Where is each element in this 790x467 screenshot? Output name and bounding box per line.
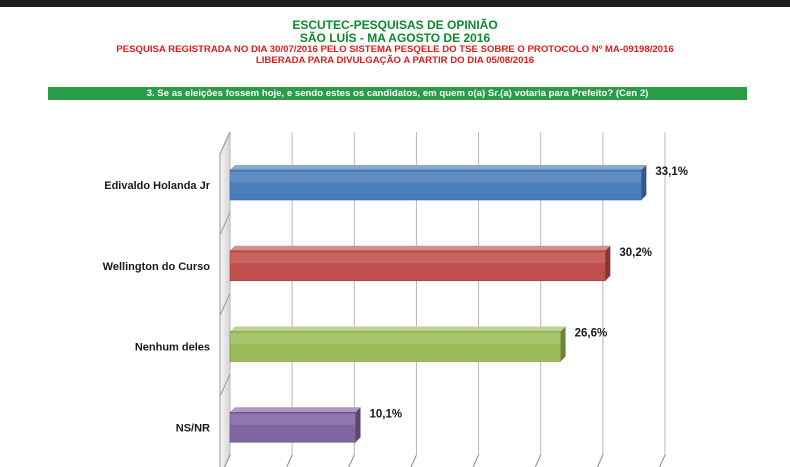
x-gridline-depth [410, 454, 417, 467]
bar [229, 169, 642, 201]
x-gridline-depth [348, 454, 355, 467]
category-tick [223, 454, 231, 467]
value-label: 33,1% [655, 166, 688, 178]
survey-title: ESCUTEC-PESQUISAS DE OPINIÃO [292, 18, 498, 32]
bar-top-face [230, 326, 566, 332]
x-gridline-depth [534, 454, 542, 467]
x-gridline-depth [286, 454, 293, 467]
report-header: ESCUTEC-PESQUISAS DE OPINIÃO SÃO LUÍS - … [0, 19, 790, 66]
category-tick [219, 374, 231, 397]
bar-end-face [355, 407, 361, 443]
survey-location-date: SÃO LUÍS - MA AGOSTO DE 2016 [299, 30, 491, 45]
registration-note: PESQUISA REGISTRADA NO DIA 30/07/2016 PE… [116, 44, 674, 55]
release-note: LIBERADA PARA DIVULGAÇÃO A PARTIR DO DIA… [255, 55, 535, 66]
bar-highlight [230, 414, 356, 425]
x-gridline-depth [596, 454, 604, 467]
bar-end-face [641, 165, 647, 200]
chart-side-wall [219, 131, 231, 467]
value-label: 26,6% [575, 328, 608, 340]
question-banner: 3. Se as eleições fossem hoje, e sendo e… [48, 87, 747, 100]
value-label: 30,2% [619, 247, 652, 259]
bar-top-face [230, 165, 647, 170]
category-tick [219, 293, 231, 316]
x-gridline-depth [472, 454, 480, 467]
category-label: Wellington do Curso [103, 261, 211, 273]
category-tick [219, 212, 231, 235]
bar [229, 250, 606, 282]
bar-highlight [230, 172, 642, 183]
top-bar [0, 0, 790, 7]
category-label: Nenhum deles [135, 342, 210, 354]
bar-top-face [230, 245, 611, 251]
bar [229, 331, 561, 362]
bar-highlight [230, 252, 606, 264]
category-label: Edivaldo Holanda Jr [104, 180, 210, 192]
x-gridline-depth [658, 454, 666, 467]
bar-end-face [560, 326, 566, 362]
category-label: NS/NR [176, 422, 210, 434]
category-tick [219, 131, 231, 155]
bar [229, 411, 356, 443]
bar-end-face [605, 245, 611, 281]
bar-top-face [230, 407, 361, 413]
value-label: 10,1% [370, 408, 403, 420]
bar-highlight [230, 333, 561, 344]
